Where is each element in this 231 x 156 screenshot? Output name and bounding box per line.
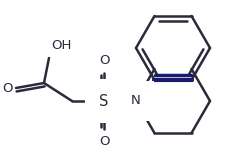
Text: N: N (131, 95, 141, 107)
Text: O: O (100, 54, 110, 67)
Text: S: S (99, 93, 109, 109)
Text: OH: OH (51, 39, 71, 52)
Text: O: O (3, 83, 13, 95)
Text: O: O (100, 135, 110, 148)
